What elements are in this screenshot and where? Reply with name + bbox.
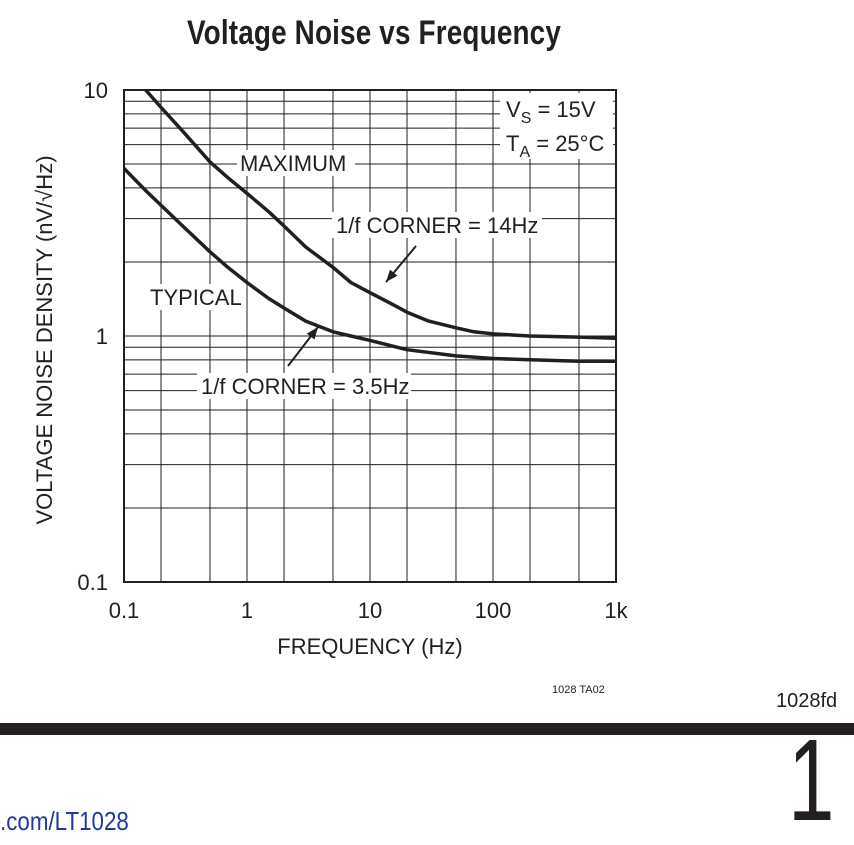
- footer-rule: [0, 723, 854, 735]
- series-maximum-line: [144, 88, 617, 340]
- typical-label-box: [147, 284, 241, 310]
- corner-max-label: 1/f CORNER = 14Hz: [336, 213, 538, 238]
- x-tick-label: 10: [358, 598, 382, 623]
- page-number: 1: [788, 715, 835, 845]
- x-axis-title: FREQUENCY (Hz): [277, 634, 462, 659]
- noise-chart: 0.1 1 10 100 1k 0.1 1 10 FREQUENCY (Hz) VOLTAGE N…: [32, 78, 629, 659]
- doc-id: 1028fd: [776, 690, 838, 712]
- corner-typ-label: 1/f CORNER = 3.5Hz: [201, 374, 409, 399]
- y-tick-label: 10: [84, 78, 108, 103]
- corner-max-box: [332, 212, 542, 238]
- x-tick-label: 1k: [604, 598, 628, 623]
- x-tick-label: 0.1: [109, 598, 140, 623]
- corner-typ-box: [197, 373, 411, 399]
- curves: [122, 88, 617, 363]
- footer-link[interactable]: .com/LT1028: [0, 806, 129, 836]
- y-tick-label: 1: [96, 324, 108, 349]
- y-axis-title: VOLTAGE NOISE DENSITY (nV/√Hz): [32, 155, 57, 524]
- maximum-label-box: [237, 150, 355, 176]
- tick-labels: 0.1 1 10 100 1k 0.1 1 10 FREQUENCY (Hz) VOLTAGE N…: [32, 78, 629, 659]
- chart-title: Voltage Noise vs Frequency: [186, 14, 562, 52]
- x-tick-label: 1: [241, 598, 253, 623]
- corner-max-arrow-head: [386, 269, 398, 282]
- x-tick-label: 100: [475, 598, 512, 623]
- y-tick-label: 0.1: [77, 570, 108, 595]
- corner-typ-arrow-head: [306, 327, 318, 340]
- typical-label: TYPICAL: [150, 285, 242, 310]
- series-typical-line: [122, 167, 616, 363]
- conditions-box: [500, 93, 613, 159]
- plot-frame: [123, 89, 617, 583]
- maximum-label: MAXIMUM: [240, 151, 346, 176]
- figure-ref: 1028 TA02: [552, 684, 605, 696]
